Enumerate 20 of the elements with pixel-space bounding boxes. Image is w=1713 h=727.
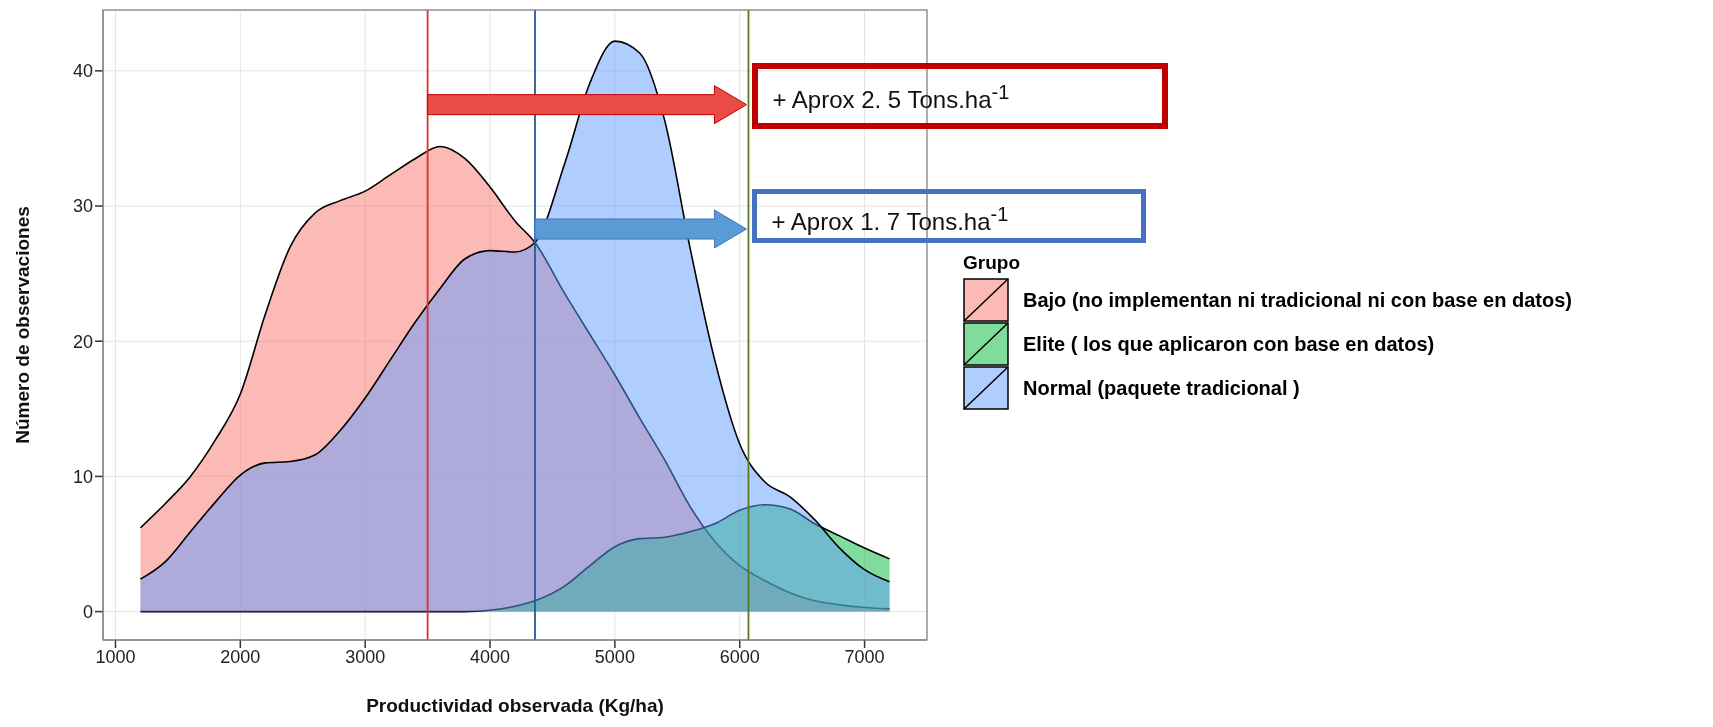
y-tick-label: 30 xyxy=(72,196,93,217)
y-tick-label: 20 xyxy=(72,331,93,352)
legend-label: Bajo (no implementan ni tradicional ni con base en datos) xyxy=(1023,288,1572,312)
x-tick-label: 4000 xyxy=(470,646,511,667)
x-tick-label: 7000 xyxy=(844,646,885,667)
legend-label: Elite ( los que aplicaron con base en datos) xyxy=(1023,332,1435,356)
y-tick-label: 40 xyxy=(72,61,93,82)
x-tick-label: 2000 xyxy=(220,646,261,667)
x-tick-label: 6000 xyxy=(719,646,760,667)
annotation: + Aprox 2. 5 Tons.ha$^{-1}$ xyxy=(752,62,1169,129)
legend-label: Normal (paquete tradicional ) xyxy=(1023,376,1300,400)
x-axis-title: Productividad observada (Kg/ha) xyxy=(366,695,664,716)
legend-title: Grupo xyxy=(963,252,1021,274)
y-tick-label: 10 xyxy=(72,466,93,487)
x-tick-label: 5000 xyxy=(594,646,635,667)
x-tick-label: 1000 xyxy=(95,646,136,667)
annotation: + Aprox 1. 7 Tons.ha$^{-1}$ xyxy=(752,189,1147,243)
x-tick-label: 3000 xyxy=(345,646,386,667)
y-tick-label: 0 xyxy=(82,602,93,622)
y-axis-title: Número de observaciones xyxy=(11,206,33,444)
